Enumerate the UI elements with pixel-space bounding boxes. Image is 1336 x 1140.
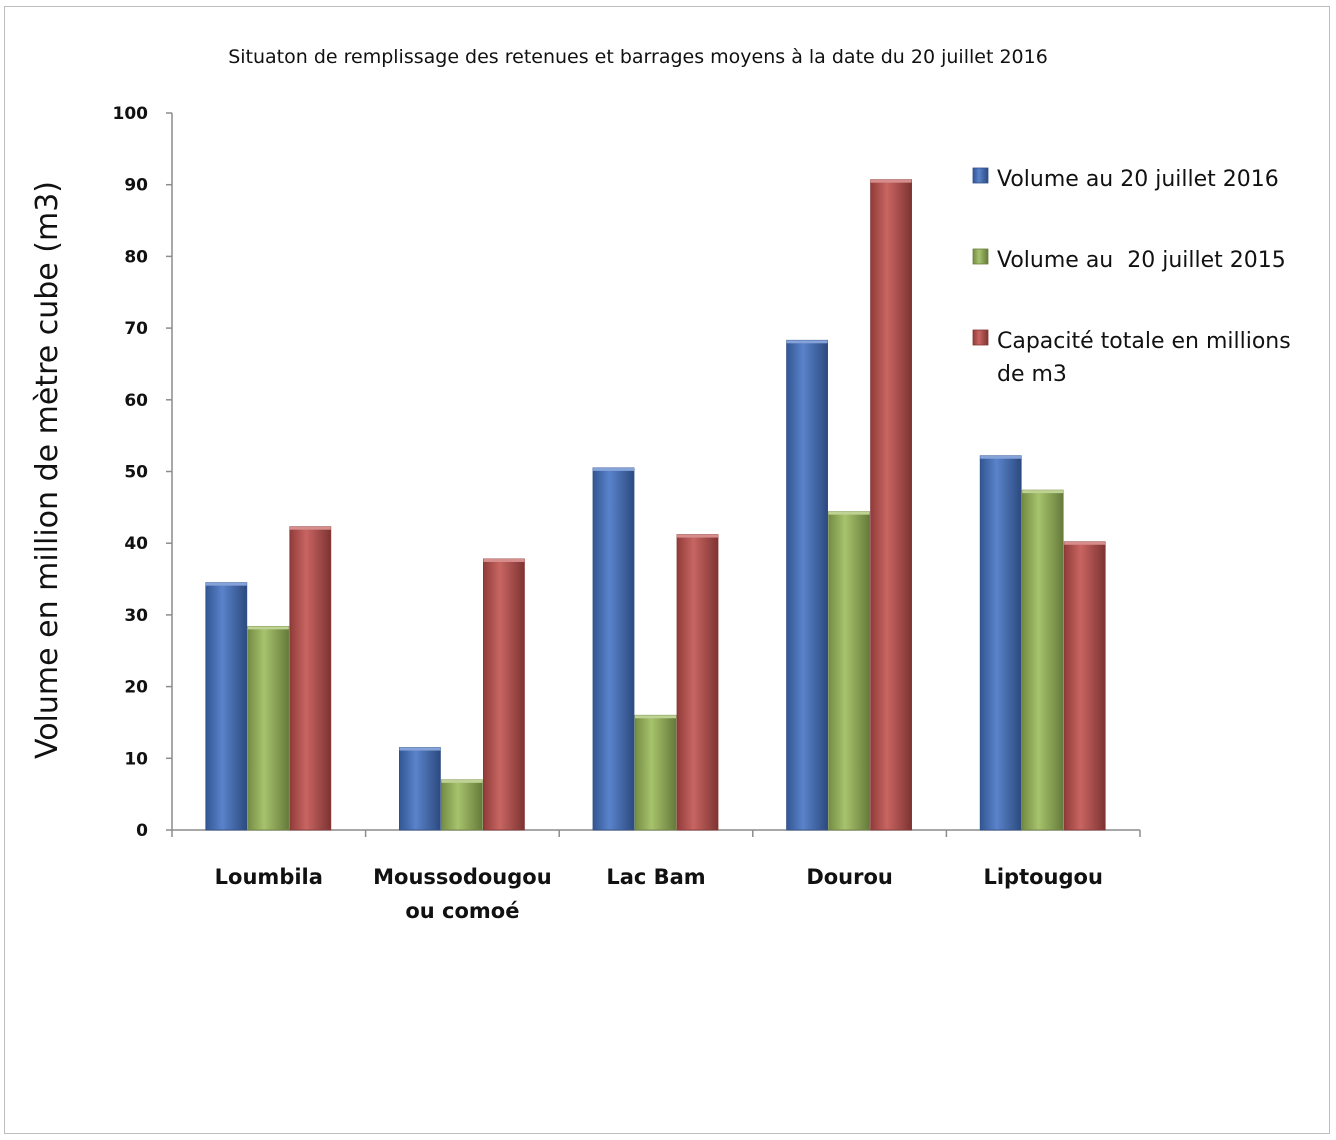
y-tick-label: 80	[124, 247, 148, 267]
bar-top-highlight	[247, 626, 289, 630]
bar-liptougou-series-2	[1021, 489, 1064, 831]
legend-label-3: Capacité totale en millions de m3	[997, 329, 1291, 387]
bar-loumbila-series-3	[289, 526, 332, 831]
legend-swatch-3	[972, 329, 989, 346]
bar-dourou-series-2	[828, 511, 870, 831]
chart-title: Situaton de remplissage des retenues et …	[228, 46, 1048, 68]
y-tick-label: 10	[124, 749, 148, 769]
bar-top-highlight	[289, 526, 331, 530]
y-tick-label: 0	[136, 821, 148, 841]
bar-top-highlight	[635, 715, 676, 719]
bar-top-highlight	[593, 467, 634, 471]
bar-liptougou-series-3	[1063, 541, 1106, 831]
y-axis-label: Volume en million de mètre cube (m3)	[30, 181, 65, 759]
bar-top-highlight	[828, 511, 870, 515]
bar-lac-bam-series-1	[592, 467, 635, 831]
bar-liptougou-series-1	[979, 455, 1022, 831]
y-tick-label: 20	[124, 678, 148, 698]
bar-dourou-series-3	[870, 179, 912, 831]
y-tick-label: 40	[124, 534, 148, 554]
bar-loumbila-series-2	[247, 625, 290, 831]
chart-frame	[4, 6, 1330, 1134]
legend: Volume au 20 juillet 2016 Volume au 20 ju…	[972, 167, 1291, 387]
bar-top-highlight	[786, 340, 828, 344]
legend-swatch-1	[972, 167, 989, 184]
y-tick-label: 70	[124, 319, 148, 339]
bar-top-highlight	[870, 179, 912, 183]
bar-lac-bam-series-2	[634, 714, 677, 831]
y-tick-label: 100	[113, 104, 149, 124]
bar-moussodougou-ou-como--series-3	[482, 558, 525, 831]
legend-label-2: Volume au 20 juillet 2015	[997, 248, 1286, 273]
x-category-label: Lac Bam	[606, 865, 705, 889]
x-category-label: Moussodougou ou comoé	[373, 865, 552, 923]
y-tick-label: 30	[124, 606, 148, 626]
legend-swatch-2	[972, 248, 989, 265]
legend-label-1: Volume au 20 juillet 2016	[997, 167, 1279, 192]
x-category-label: Liptougou	[983, 865, 1102, 889]
plot-area: 0 10 20 30 40 50 60 70 80 90 100 Loumbila Moussodoug…	[113, 104, 1141, 923]
bar-top-highlight	[399, 747, 441, 751]
bar-top-highlight	[1064, 541, 1106, 545]
bar-top-highlight	[205, 582, 247, 586]
y-tick-label: 50	[124, 463, 148, 483]
x-category-label: Dourou	[806, 865, 893, 889]
bar-top-highlight	[441, 779, 483, 783]
x-category-label: Loumbila	[215, 865, 323, 889]
bar-moussodougou-ou-como--series-2	[440, 779, 483, 831]
bar-dourou-series-1	[786, 339, 828, 831]
bar-top-highlight	[1022, 490, 1064, 494]
bar-lac-bam-series-3	[676, 534, 719, 831]
bar-top-highlight	[483, 558, 525, 562]
bar-top-highlight	[980, 455, 1022, 459]
y-tick-label: 60	[124, 391, 148, 411]
bar-moussodougou-ou-como--series-1	[398, 747, 441, 831]
bar-loumbila-series-1	[205, 582, 248, 831]
bar-top-highlight	[677, 534, 718, 538]
y-tick-label: 90	[124, 176, 148, 196]
